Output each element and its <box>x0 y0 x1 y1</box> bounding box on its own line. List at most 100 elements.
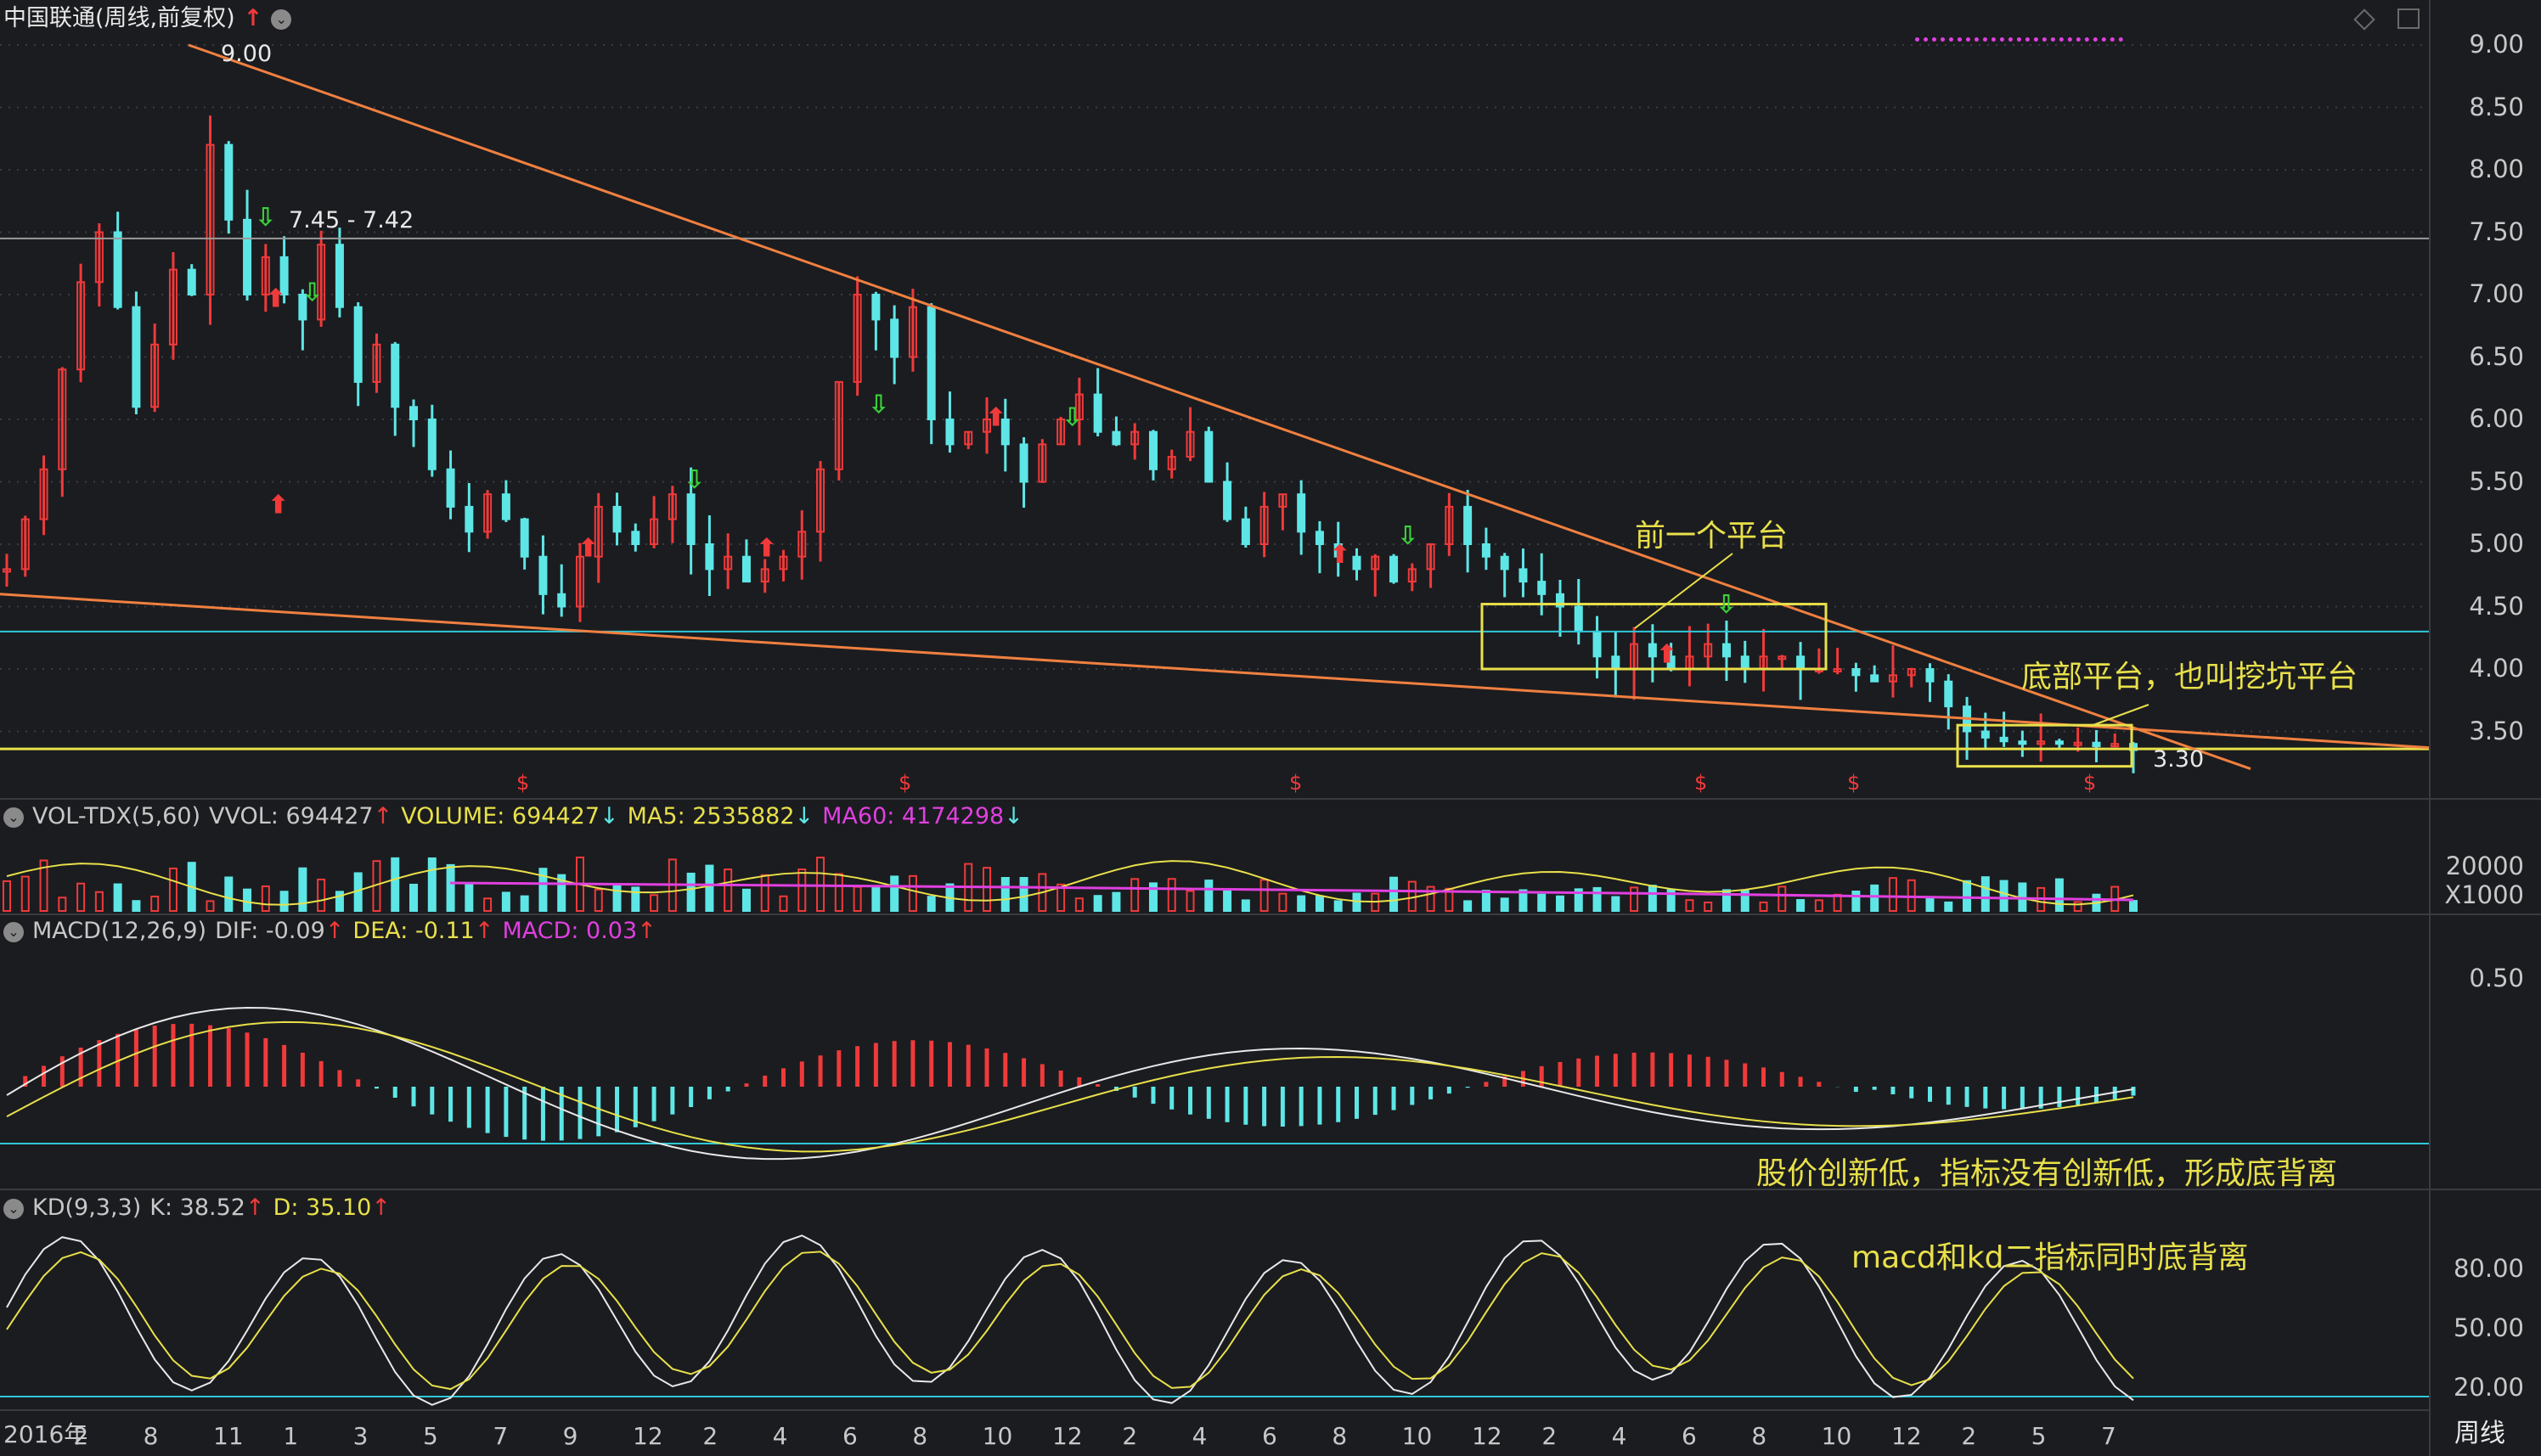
volume-bar <box>1759 901 1768 912</box>
volume-axis-top: 20000 <box>2445 852 2524 880</box>
price-low-label: 3.30 <box>2153 746 2205 773</box>
macd-axis-label: 0.50 <box>2469 964 2524 992</box>
price-tick-label: 5.00 <box>2469 529 2524 558</box>
candle-body <box>1592 630 1602 658</box>
up-signal-arrow: ⬆ <box>985 402 1006 432</box>
collapse-circle-icon[interactable]: ⌄ <box>3 921 24 942</box>
annotation-arrow <box>1634 553 1733 629</box>
volume-bar <box>520 895 529 912</box>
volume-bar <box>243 888 252 912</box>
collapse-circle-icon[interactable]: ⌄ <box>3 1198 24 1219</box>
volume-bar <box>1148 882 1158 912</box>
candle-body <box>650 518 659 545</box>
macd-header: ⌄ MACD(12,26,9) DIF: -0.09↑ DEA: -0.11↑ MACD… <box>3 914 665 948</box>
candle-body <box>224 143 234 221</box>
prev-platform-note: 前一个平台 <box>1635 519 1789 554</box>
price-chart[interactable]: ⬆ ⬆ ⬆ ⬆ ⬆ ⬆ ⬆ ⇩ ⇩ ⇩ ⇩ ⇩ ⇩ ⇩ $ $ $ $ $ $ <box>0 0 2541 802</box>
dividend-marker: $ <box>1289 771 1302 795</box>
candle-body <box>1056 419 1066 446</box>
d-line <box>6 1251 2134 1391</box>
collapse-circle-icon[interactable]: ⌄ <box>3 807 24 828</box>
panel-separator <box>0 798 2541 800</box>
candle-body <box>409 406 419 420</box>
lower-trend-line <box>0 593 2430 750</box>
candle-body <box>1721 643 1731 658</box>
time-tick-label: 2 <box>73 1422 89 1450</box>
time-tick-label: 10 <box>1401 1422 1433 1450</box>
volume-bar <box>501 891 510 913</box>
candle-body <box>612 505 622 533</box>
period-label[interactable]: 周线 <box>2454 1419 2505 1448</box>
volume-bar <box>1204 880 1214 912</box>
d-value: D: 35.10 <box>273 1195 372 1221</box>
volume-bar <box>391 857 400 912</box>
volume-bar <box>1870 884 1879 912</box>
candle-body <box>1389 555 1399 583</box>
dea-line <box>6 1020 2134 1153</box>
prev-platform-box <box>1480 603 1828 671</box>
volume-bar <box>557 874 566 912</box>
up-arrow-icon: ↑ <box>245 1195 265 1221</box>
volume-chart[interactable] <box>0 802 2541 917</box>
volume-bar <box>908 874 917 912</box>
candle-body <box>483 493 493 533</box>
candle-body <box>1019 443 1028 483</box>
time-tick-label: 2 <box>1541 1422 1558 1450</box>
time-tick-label: 2 <box>1122 1422 1138 1450</box>
volume-bar <box>94 891 104 913</box>
up-arrow-icon: ↑ <box>474 918 494 944</box>
candle-body <box>1648 643 1657 658</box>
volume-bar <box>168 867 177 912</box>
ma60-line <box>449 881 2134 902</box>
candle-body <box>705 543 714 571</box>
macd-chart[interactable] <box>0 917 2541 1189</box>
candle-body <box>1907 668 1916 677</box>
candle-body <box>1481 543 1490 558</box>
candle-body <box>317 244 326 321</box>
price-tick-label: 7.00 <box>2469 279 2524 308</box>
kd-chart[interactable] <box>0 1193 2541 1414</box>
candle-body <box>391 343 400 408</box>
candle-body <box>1556 593 1565 608</box>
candle-body <box>1537 581 1547 595</box>
k-value: K: 38.52 <box>149 1195 245 1221</box>
candle-body <box>58 368 67 470</box>
time-tick-label: 9 <box>562 1422 578 1450</box>
price-tick-label: 8.00 <box>2469 155 2524 183</box>
volume-bar <box>1963 880 1972 912</box>
time-tick-label: 3 <box>352 1422 369 1450</box>
panel-toggle-icon[interactable] <box>2397 8 2420 29</box>
candle-body <box>3 568 11 573</box>
volume-bar <box>1056 883 1066 912</box>
volume-bar <box>1518 889 1528 912</box>
price-tick-label: 9.00 <box>2469 30 2524 59</box>
vol-indicator-name: VOL-TDX(5,60) <box>32 803 201 829</box>
volume-bar <box>224 876 234 912</box>
up-arrow-icon: ↑ <box>637 918 656 944</box>
candle-body <box>2018 740 2027 745</box>
dividend-marker: $ <box>1847 771 1860 795</box>
collapse-circle-icon[interactable]: ⌄ <box>271 8 292 30</box>
volume-bar <box>927 896 936 912</box>
volume-bar <box>261 885 270 913</box>
up-arrow-icon: ↑ <box>243 5 263 31</box>
down-signal-arrow: ⇩ <box>301 278 323 307</box>
panel-separator <box>0 1189 2541 1190</box>
volume-bar <box>1999 880 2009 913</box>
candle-body <box>1999 736 2009 743</box>
time-tick-label: 6 <box>1262 1422 1277 1450</box>
time-tick-label: 8 <box>143 1422 159 1450</box>
macd-indicator-name: MACD(12,26,9) <box>32 918 207 944</box>
candle-body <box>760 568 769 583</box>
candle-body <box>890 318 899 358</box>
volume-bar <box>1093 895 1102 912</box>
macd-value: MACD: 0.03 <box>502 918 638 944</box>
volume-bar <box>1666 889 1676 913</box>
annotation-arrow <box>2090 704 2149 727</box>
bottom-platform-note: 底部平台，也叫挖坑平台 <box>2021 660 2358 694</box>
volume-bar <box>779 895 788 912</box>
volume-bar <box>1241 899 1250 912</box>
candle-body <box>1297 493 1306 533</box>
volume-bar <box>150 896 160 912</box>
volume-bar <box>1297 895 1306 913</box>
